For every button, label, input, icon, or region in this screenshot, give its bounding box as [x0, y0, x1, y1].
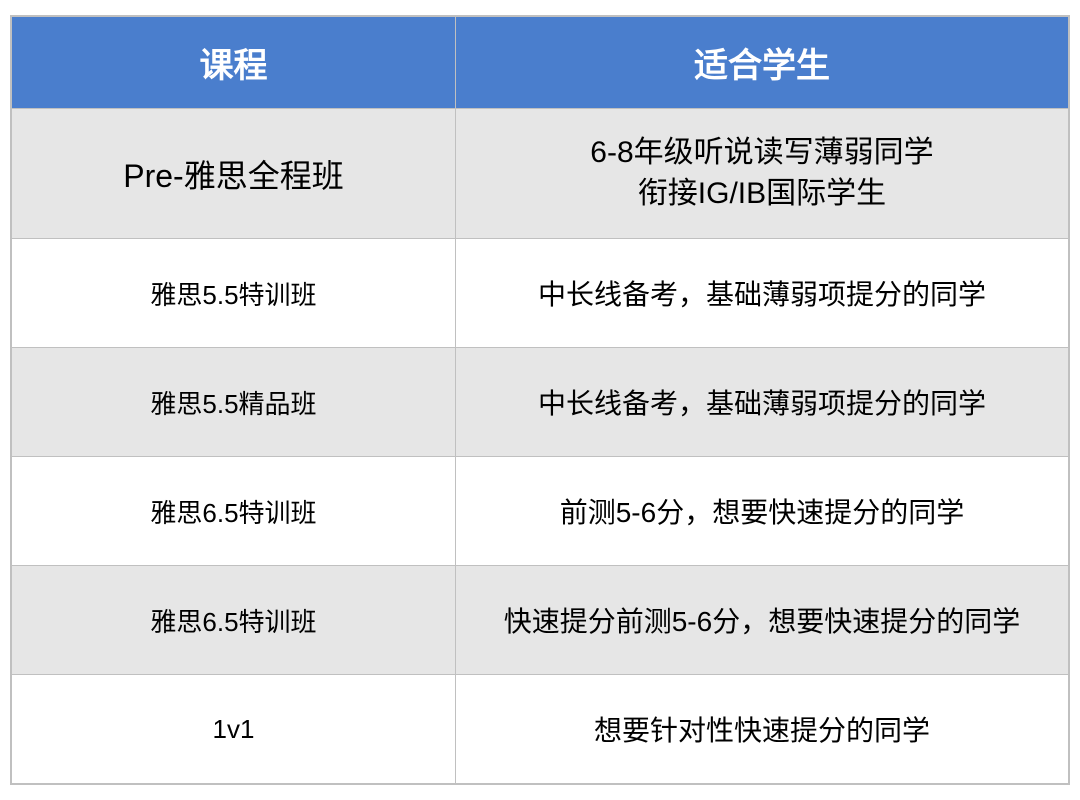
header-course: 课程 [12, 17, 456, 109]
cell-student: 中长线备考，基础薄弱项提分的同学 [455, 239, 1068, 348]
cell-course: 1v1 [12, 675, 456, 784]
cell-course: 雅思6.5特训班 [12, 457, 456, 566]
cell-student-line2: 衔接IG/IB国际学生 [456, 174, 1068, 215]
course-table: 课程 适合学生 Pre-雅思全程班 6-8年级听说读写薄弱同学 衔接IG/IB国… [11, 16, 1069, 784]
cell-student: 前测5-6分，想要快速提分的同学 [455, 457, 1068, 566]
table-row: 雅思5.5特训班 中长线备考，基础薄弱项提分的同学 [12, 239, 1069, 348]
course-table-wrapper: 课程 适合学生 Pre-雅思全程班 6-8年级听说读写薄弱同学 衔接IG/IB国… [10, 15, 1070, 785]
cell-course: 雅思6.5特训班 [12, 566, 456, 675]
header-student: 适合学生 [455, 17, 1068, 109]
table-row: Pre-雅思全程班 6-8年级听说读写薄弱同学 衔接IG/IB国际学生 [12, 109, 1069, 239]
cell-course: Pre-雅思全程班 [12, 109, 456, 239]
table-row: 雅思6.5特训班 前测5-6分，想要快速提分的同学 [12, 457, 1069, 566]
cell-student: 想要针对性快速提分的同学 [455, 675, 1068, 784]
table-header-row: 课程 适合学生 [12, 17, 1069, 109]
table-row: 雅思6.5特训班 快速提分前测5-6分，想要快速提分的同学 [12, 566, 1069, 675]
cell-student: 快速提分前测5-6分，想要快速提分的同学 [455, 566, 1068, 675]
cell-student-line1: 6-8年级听说读写薄弱同学 [456, 133, 1068, 174]
cell-course: 雅思5.5精品班 [12, 348, 456, 457]
table-row: 雅思5.5精品班 中长线备考，基础薄弱项提分的同学 [12, 348, 1069, 457]
cell-course: 雅思5.5特训班 [12, 239, 456, 348]
table-row: 1v1 想要针对性快速提分的同学 [12, 675, 1069, 784]
cell-student: 6-8年级听说读写薄弱同学 衔接IG/IB国际学生 [455, 109, 1068, 239]
cell-student: 中长线备考，基础薄弱项提分的同学 [455, 348, 1068, 457]
